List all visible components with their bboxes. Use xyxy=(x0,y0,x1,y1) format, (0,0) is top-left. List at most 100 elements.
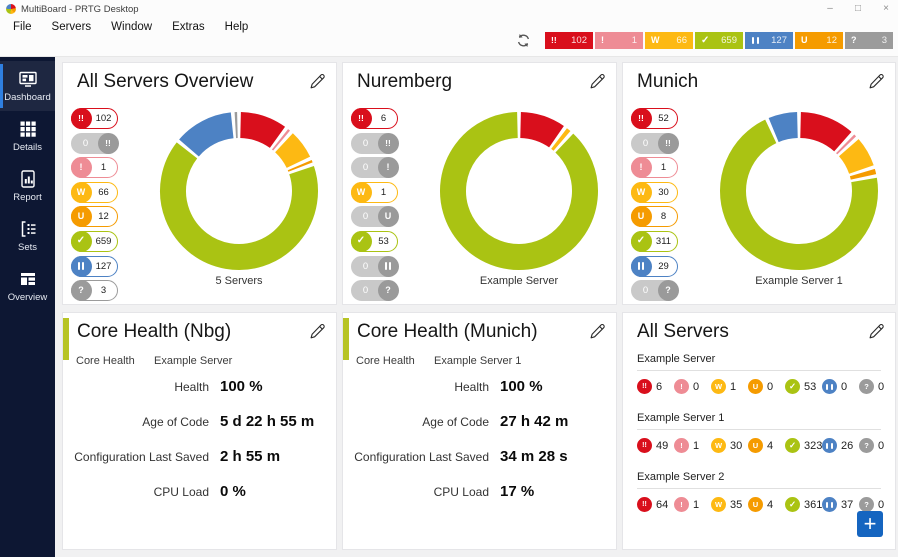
pill-unknown[interactable]: 0? xyxy=(631,280,679,302)
menu-window[interactable]: Window xyxy=(111,21,153,33)
down-icon: !! xyxy=(665,137,671,148)
sidebar-item-label: Details xyxy=(12,142,43,153)
down-icon: !! xyxy=(78,113,84,124)
metric-row: Configuration Last Saved 2 h 55 m xyxy=(63,439,336,474)
pill-down[interactable]: !! 102 xyxy=(70,108,118,129)
metric-row: Health 100 % xyxy=(63,369,336,404)
pill-up[interactable]: ✓ 659 xyxy=(70,230,118,252)
card-core-health-nbg: Core Health (Nbg) Core Health Example Se… xyxy=(62,312,337,550)
edit-pencil-icon[interactable] xyxy=(308,323,326,341)
menu-servers[interactable]: Servers xyxy=(51,21,92,33)
sidebar-item-overview[interactable]: Overview xyxy=(0,261,55,311)
pill-down_part[interactable]: ! 1 xyxy=(70,157,118,179)
metric-value: 100 % xyxy=(220,378,263,395)
badge-count: 0 xyxy=(693,380,700,393)
status-pills: !! 52 0!!! 1 W 30 U 8 ✓ 311 29 0? xyxy=(630,108,679,302)
menu-bar: File Servers Window Extras Help xyxy=(3,17,258,37)
refresh-icon[interactable] xyxy=(516,33,531,48)
status-badge-unknown[interactable]: ? 3 xyxy=(845,32,893,49)
status-donut-chart xyxy=(720,112,878,270)
metric-value: 17 % xyxy=(500,483,535,500)
metric-row: Age of Code 27 h 42 m xyxy=(343,404,616,439)
pill-knob: ! xyxy=(630,157,652,179)
badge-up: ✓ 323 xyxy=(785,438,822,453)
badge-count: 35 xyxy=(730,498,743,511)
pill-count: 30 xyxy=(658,186,669,198)
add-widget-button[interactable]: + xyxy=(857,511,883,537)
metric-row: Configuration Last Saved 34 m 28 s xyxy=(343,439,616,474)
badge-unknown: ? 0 xyxy=(859,379,896,394)
pill-warning[interactable]: W 30 xyxy=(630,181,678,203)
overview-icon xyxy=(18,269,38,289)
pill-down_ack[interactable]: 0!! xyxy=(71,132,119,154)
sidebar-item-sets[interactable]: Sets xyxy=(0,211,55,261)
pill-knob: ✓ xyxy=(70,230,92,252)
pill-down_part[interactable]: 0! xyxy=(351,157,399,179)
status-badge-unusual[interactable]: U 12 xyxy=(795,32,843,49)
sidebar-item-dashboard[interactable]: Dashboard xyxy=(0,61,55,111)
pill-up[interactable]: ✓ 53 xyxy=(350,230,398,252)
pill-knob: U xyxy=(377,206,399,228)
unknown-icon: ? xyxy=(78,285,84,296)
pill-down[interactable]: !! 52 xyxy=(630,108,678,129)
close-icon[interactable]: × xyxy=(883,3,889,14)
badge-count: 1 xyxy=(693,498,700,511)
unknown-icon: ? xyxy=(864,440,869,450)
pill-knob: W xyxy=(630,181,652,203)
status-badge-paused[interactable]: 127 xyxy=(745,32,793,49)
status-badge-up[interactable]: ✓ 659 xyxy=(695,32,743,49)
pill-unknown[interactable]: ? 3 xyxy=(70,280,118,302)
pill-paused[interactable]: 29 xyxy=(630,255,678,277)
edit-pencil-icon[interactable] xyxy=(308,73,326,91)
pill-down_ack[interactable]: 0!! xyxy=(351,132,399,154)
minimize-icon[interactable]: – xyxy=(827,3,833,14)
status-badge-down[interactable]: !! 102 xyxy=(545,32,593,49)
sensor-group-label: Core Health xyxy=(356,355,415,367)
pill-up[interactable]: ✓ 311 xyxy=(630,230,678,252)
pill-unusual[interactable]: U 12 xyxy=(70,206,118,228)
pill-down_ack[interactable]: 0!! xyxy=(631,132,679,154)
edit-pencil-icon[interactable] xyxy=(588,73,606,91)
edit-pencil-icon[interactable] xyxy=(867,323,885,341)
pill-knob: ✓ xyxy=(630,230,652,252)
donut-segment-up xyxy=(160,142,318,270)
metric-row: Health 100 % xyxy=(343,369,616,404)
menu-file[interactable]: File xyxy=(13,21,32,33)
edit-pencil-icon[interactable] xyxy=(588,323,606,341)
edit-pencil-icon[interactable] xyxy=(867,73,885,91)
sidebar-item-details[interactable]: Details xyxy=(0,111,55,161)
pill-knob: !! xyxy=(630,108,652,129)
metric-value: 5 d 22 h 55 m xyxy=(220,413,315,430)
status-badge-warning[interactable]: W 66 xyxy=(645,32,693,49)
unusual-dot: U xyxy=(748,497,763,512)
badge-count: 3 xyxy=(881,35,887,46)
pill-count: 1 xyxy=(660,162,667,174)
pill-warning[interactable]: W 66 xyxy=(70,181,118,203)
pill-down_part[interactable]: ! 1 xyxy=(630,157,678,179)
warning-dot: W xyxy=(711,438,726,453)
badge-count: 0 xyxy=(878,498,885,511)
menu-extras[interactable]: Extras xyxy=(172,21,205,33)
unknown-icon: ? xyxy=(864,381,869,391)
donut-segment-down_part xyxy=(836,134,857,155)
warning-icon: W xyxy=(76,186,86,197)
maximize-icon[interactable]: □ xyxy=(854,3,862,14)
pill-knob: U xyxy=(630,206,652,228)
pill-down[interactable]: !! 6 xyxy=(350,108,398,129)
unusual-icon: U xyxy=(637,211,645,222)
pill-knob: ! xyxy=(70,157,92,179)
pill-paused[interactable]: 127 xyxy=(70,255,118,277)
pill-unknown[interactable]: 0? xyxy=(351,280,399,302)
status-badge-down_part[interactable]: ! 1 xyxy=(595,32,643,49)
badge-count: 49 xyxy=(656,439,669,452)
unknown-icon: ? xyxy=(665,285,671,296)
badge-count: 0 xyxy=(878,380,885,393)
pill-paused[interactable]: 0 xyxy=(351,255,399,277)
sidebar-item-report[interactable]: Report xyxy=(0,161,55,211)
menu-help[interactable]: Help xyxy=(224,21,249,33)
paused-dot xyxy=(822,497,837,512)
